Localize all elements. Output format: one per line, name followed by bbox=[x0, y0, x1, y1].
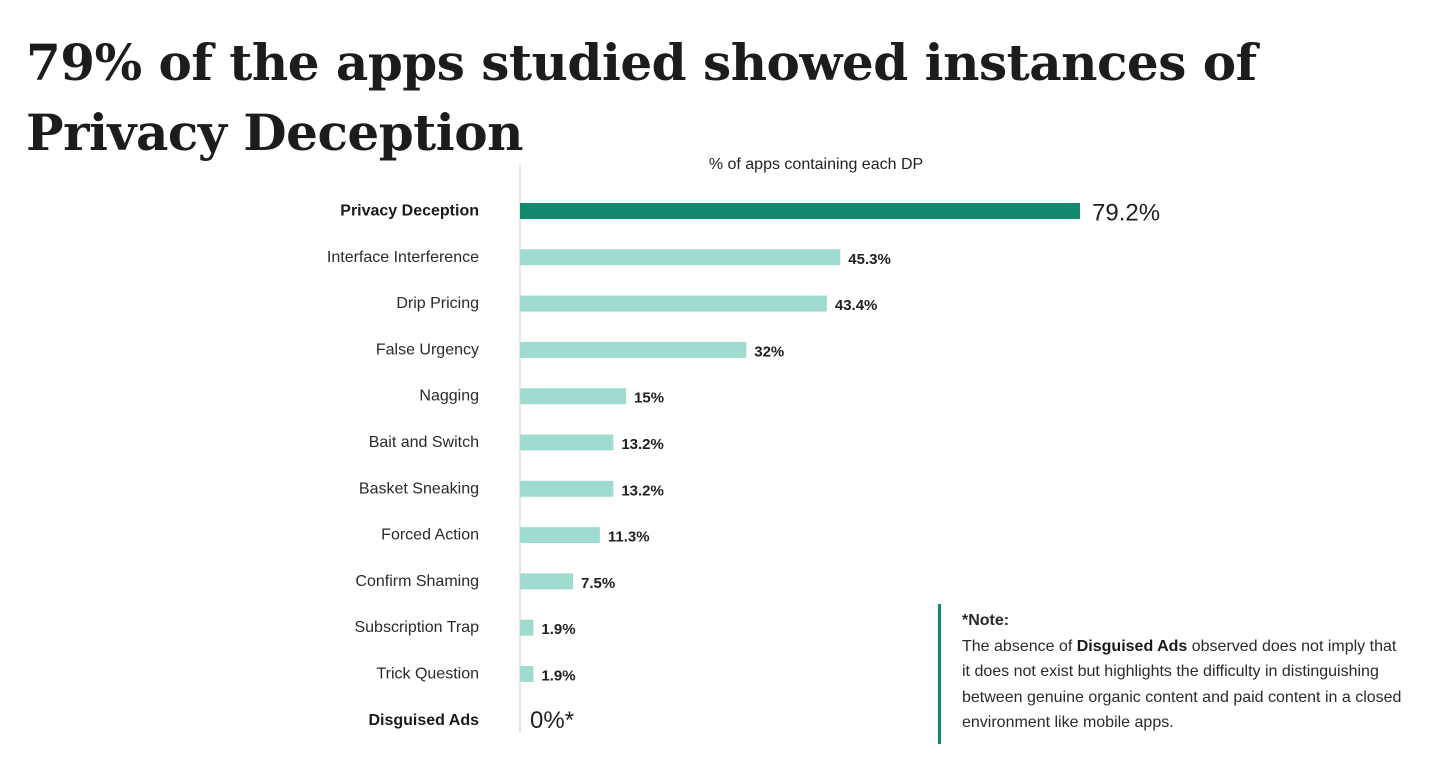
note-text-before: The absence of bbox=[962, 637, 1077, 655]
value-label: 1.9% bbox=[541, 621, 575, 638]
bar bbox=[520, 388, 627, 405]
category-label: Interface Interference bbox=[327, 249, 479, 266]
note-callout: *Note: The absence of Disguised Ads obse… bbox=[938, 604, 1402, 744]
category-label: Nagging bbox=[419, 388, 479, 405]
bar bbox=[520, 619, 534, 636]
bar bbox=[520, 480, 614, 497]
value-label: 15% bbox=[634, 390, 664, 407]
category-label: False Urgency bbox=[376, 341, 479, 358]
value-label: 45.3% bbox=[848, 251, 891, 268]
bar bbox=[520, 434, 614, 451]
bar bbox=[520, 249, 841, 266]
value-label: 79.2% bbox=[1092, 200, 1160, 227]
value-label: 43.4% bbox=[835, 297, 878, 314]
note-bold-term: Disguised Ads bbox=[1076, 637, 1188, 655]
category-label: Confirm Shaming bbox=[355, 573, 479, 590]
bar bbox=[520, 295, 827, 312]
page-title: 79% of the apps studied showed instances… bbox=[26, 33, 1257, 162]
category-label: Subscription Trap bbox=[354, 619, 479, 636]
bar bbox=[520, 341, 747, 358]
category-label: Basket Sneaking bbox=[359, 480, 479, 497]
value-label: 13.2% bbox=[621, 482, 664, 499]
value-label: 1.9% bbox=[541, 668, 575, 685]
value-label: 32% bbox=[754, 343, 784, 360]
category-label: Bait and Switch bbox=[369, 434, 479, 451]
category-label: Drip Pricing bbox=[396, 295, 479, 312]
bar bbox=[520, 203, 1080, 219]
value-label: 7.5% bbox=[581, 575, 615, 592]
category-label: Forced Action bbox=[381, 527, 479, 544]
category-label: Privacy Deception bbox=[340, 203, 479, 220]
chart-subtitle: % of apps containing each DP bbox=[708, 156, 924, 173]
bar bbox=[520, 573, 574, 590]
value-label: 11.3% bbox=[608, 529, 650, 546]
category-label: Disguised Ads bbox=[368, 712, 479, 729]
value-label: 0%* bbox=[530, 707, 574, 734]
note-heading: *Note: bbox=[962, 612, 1010, 629]
category-label: Trick Question bbox=[376, 666, 479, 683]
value-label: 13.2% bbox=[621, 436, 664, 453]
bar bbox=[520, 666, 534, 682]
note-body: The absence of Disguised Ads observed do… bbox=[962, 634, 1402, 736]
note-text-after: observed does not imply that it does not… bbox=[962, 637, 1402, 732]
bar bbox=[520, 527, 600, 544]
